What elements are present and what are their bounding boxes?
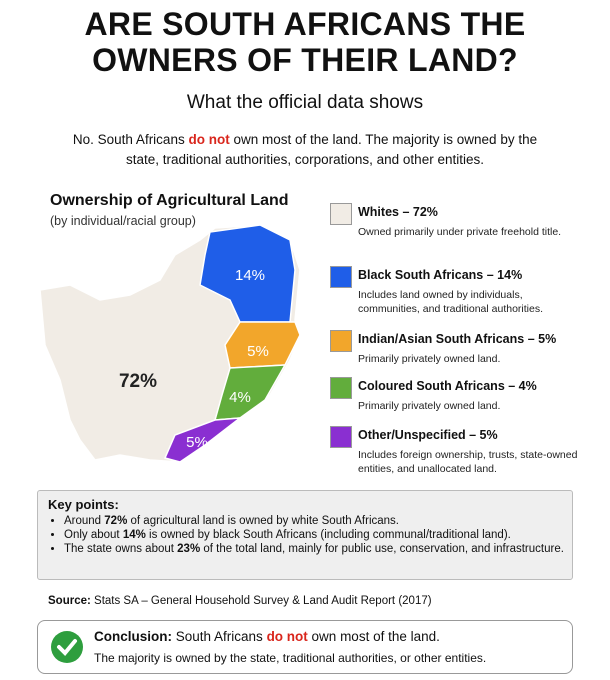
legend-swatch — [330, 266, 352, 288]
legend-text: Primarily privately owned land. — [358, 400, 501, 412]
conclusion-label: Conclusion: — [94, 629, 172, 644]
map: 72% 14% 5% 4% 5% — [39, 224, 301, 463]
source-text: Stats SA – General Household Survey & La… — [90, 595, 432, 607]
conclusion-text: own most of the land. — [307, 629, 440, 644]
legend-text: Includes land owned by individuals, comm… — [358, 289, 544, 315]
legend-swatch — [330, 330, 352, 352]
key-point-value: 14% — [122, 529, 146, 541]
intro-text: No. South Africans — [72, 132, 189, 147]
title-line: ARE SOUTH AFRICANS THE — [84, 6, 526, 42]
legend-text: Owned primarily under private freehold t… — [358, 226, 562, 238]
region-label: 5% — [186, 434, 208, 451]
region-label: 72% — [119, 371, 157, 392]
legend-swatch — [330, 377, 352, 399]
intro: No. South Africans do not own most of th… — [60, 130, 550, 170]
region-label: 5% — [247, 343, 269, 360]
conclusion-line: Conclusion: South Africans do not own mo… — [94, 629, 440, 644]
key-point-text: Around — [64, 515, 105, 527]
map-subtitle: (by individual/racial group) — [50, 214, 196, 228]
key-points-heading: Key points: — [48, 497, 119, 512]
source: Source: Stats SA – General Household Sur… — [48, 595, 432, 607]
key-point-text: The state owns about — [64, 543, 178, 555]
intro-emphasis: do not — [188, 132, 230, 147]
legend-text: Primarily privately owned land. — [358, 353, 501, 365]
subtitle: What the official data shows — [186, 92, 424, 113]
legend-text: Includes foreign ownership, trusts, stat… — [358, 449, 578, 475]
legend-swatch — [330, 426, 352, 448]
key-points-list: Around 72% of agricultural land is owned… — [38, 514, 572, 556]
conclusion-text: South Africans — [172, 629, 267, 644]
map-title: Ownership of Agricultural Land — [50, 192, 289, 209]
source-label: Source: — [48, 595, 91, 607]
legend-swatch — [330, 203, 352, 225]
conclusion: Conclusion: South Africans do not own mo… — [37, 620, 573, 674]
key-point-text: is owned by black South Africans (includ… — [145, 529, 511, 541]
legend-heading: Black South Africans – 14% — [358, 268, 523, 282]
conclusion-line2: The majority is owned by the state, trad… — [94, 651, 487, 665]
check-icon — [51, 631, 83, 663]
key-point-value: 23% — [177, 543, 201, 555]
map-region — [163, 417, 243, 463]
legend-heading: Coloured South Africans – 4% — [358, 379, 537, 393]
legend-heading: Other/Unspecified – 5% — [358, 428, 498, 442]
region-label: 14% — [235, 267, 265, 284]
intro-text: own most of the land. The majority is ow… — [126, 132, 538, 167]
legend-heading: Indian/Asian South Africans – 5% — [358, 332, 557, 346]
key-point-text: Only about — [64, 529, 123, 541]
key-points: Key points: Around 72% of agricultural l… — [37, 490, 573, 580]
key-point-value: 72% — [104, 515, 128, 527]
title-line: OWNERS OF THEIR LAND? — [92, 42, 518, 78]
key-point-text: of the total land, mainly for public use… — [200, 543, 564, 555]
key-point-text: of agricultural land is owned by white S… — [127, 515, 400, 527]
key-point: Only about 14% is owned by black South A… — [64, 528, 572, 542]
key-point: The state owns about 23% of the total la… — [64, 542, 572, 556]
legend-heading: Whites – 72% — [358, 205, 438, 219]
conclusion-emphasis: do not — [266, 629, 308, 644]
key-point: Around 72% of agricultural land is owned… — [64, 514, 572, 528]
region-label: 4% — [229, 389, 251, 406]
